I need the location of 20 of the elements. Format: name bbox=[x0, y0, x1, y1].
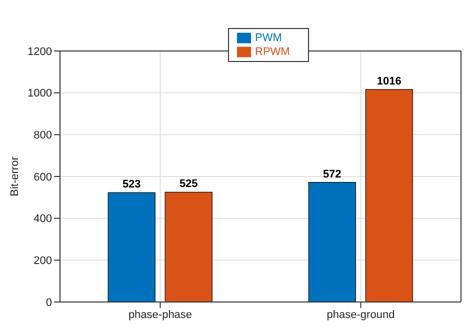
data-label: 525 bbox=[179, 178, 198, 190]
x-tick-label: phase-phase bbox=[128, 308, 192, 321]
legend-label: PWM bbox=[255, 32, 282, 44]
data-label: 572 bbox=[322, 168, 342, 180]
bar bbox=[308, 182, 356, 302]
y-tick-label: 1200 bbox=[28, 46, 52, 58]
legend-label: RPWM bbox=[255, 46, 290, 58]
y-tick-label: 600 bbox=[34, 171, 52, 184]
bar bbox=[164, 192, 212, 302]
y-tick-label: 800 bbox=[34, 130, 52, 142]
x-tick-label: phase-ground bbox=[326, 308, 395, 321]
y-tick-label: 200 bbox=[34, 255, 52, 268]
data-label: 1016 bbox=[376, 75, 402, 88]
bar bbox=[365, 89, 413, 302]
y-tick-label: 400 bbox=[34, 213, 52, 226]
data-label: 523 bbox=[122, 178, 141, 191]
y-tick-label: 0 bbox=[46, 296, 52, 309]
bar bbox=[108, 192, 156, 302]
y-axis-title: Bit-error bbox=[8, 156, 21, 196]
y-tick-label: 1000 bbox=[28, 88, 52, 100]
